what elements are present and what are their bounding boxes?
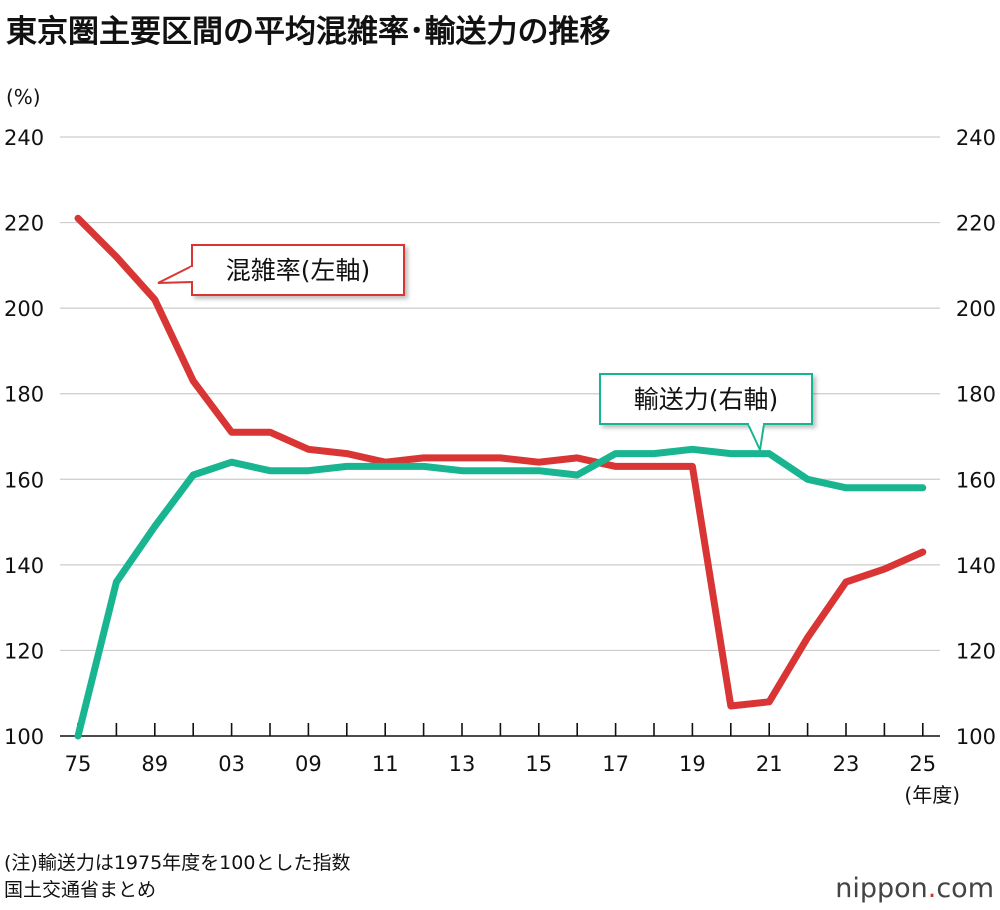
x-tick-label: 75 bbox=[65, 752, 92, 776]
y-right-tick-label: 240 bbox=[956, 126, 996, 150]
source-note: 国土交通省まとめ bbox=[4, 879, 157, 901]
x-tick-label: 03 bbox=[218, 752, 245, 776]
y-tick-label: 160 bbox=[4, 468, 44, 492]
logo-name: nippon bbox=[835, 873, 928, 904]
y-right-tick-label: 120 bbox=[956, 639, 996, 663]
y-unit-label: (%) bbox=[6, 85, 41, 109]
series-line-capacity bbox=[74, 445, 927, 740]
callout-congestion: 混雑率(左軸) bbox=[157, 244, 405, 296]
y-right-tick-label: 200 bbox=[956, 297, 996, 321]
x-tick-label: 89 bbox=[141, 752, 168, 776]
y-right-tick-label: 220 bbox=[956, 212, 996, 236]
axes: 100 100 120 120 140 140 160 160 180 180 200 200 220 2… bbox=[4, 85, 996, 807]
x-tick-label: 23 bbox=[833, 752, 860, 776]
x-tick-label: 17 bbox=[602, 752, 629, 776]
nippon-logo: nippon.com bbox=[835, 873, 994, 904]
series-callouts: 混雑率(左軸) 輸送力(右軸) bbox=[157, 244, 813, 454]
y-right-tick-label: 100 bbox=[956, 725, 996, 749]
y-tick-label: 120 bbox=[4, 639, 44, 663]
callout-pointer bbox=[157, 264, 193, 284]
logo-dot: . bbox=[927, 873, 937, 904]
y-right-tick-label: 140 bbox=[956, 554, 996, 578]
legend-label: 輸送力(右軸) bbox=[634, 385, 779, 414]
y-tick-label: 140 bbox=[4, 554, 44, 578]
y-tick-label: 200 bbox=[4, 297, 44, 321]
x-tick-label: 09 bbox=[295, 752, 322, 776]
y-tick-label: 100 bbox=[4, 725, 44, 749]
y-tick-label: 180 bbox=[4, 383, 44, 407]
x-tick-label: 15 bbox=[525, 752, 552, 776]
callout-box bbox=[599, 373, 813, 425]
x-tick-label: 13 bbox=[449, 752, 476, 776]
y-right-tick-label: 160 bbox=[956, 468, 996, 492]
callout-box bbox=[191, 244, 405, 296]
logo-tld: com bbox=[936, 873, 994, 904]
x-tick-label: 21 bbox=[756, 752, 783, 776]
chart-title: 東京圏主要区間の平均混雑率･輸送力の推移 bbox=[6, 14, 611, 50]
y-right-tick-label: 180 bbox=[956, 383, 996, 407]
footnote: (注)輸送力は1975年度を100とした指数 bbox=[4, 852, 351, 874]
x-tick-label: 25 bbox=[909, 752, 936, 776]
callout-capacity: 輸送力(右軸) bbox=[599, 373, 813, 454]
legend-label: 混雑率(左軸) bbox=[226, 256, 371, 285]
callout-pointer bbox=[746, 423, 766, 454]
x-tick-label: 11 bbox=[372, 752, 399, 776]
series-lines bbox=[74, 214, 927, 740]
y-tick-label: 240 bbox=[4, 126, 44, 150]
series-line-congestion bbox=[74, 214, 927, 710]
x-tick-label: 19 bbox=[679, 752, 706, 776]
x-unit-label: (年度) bbox=[904, 783, 960, 807]
y-tick-label: 220 bbox=[4, 212, 44, 236]
